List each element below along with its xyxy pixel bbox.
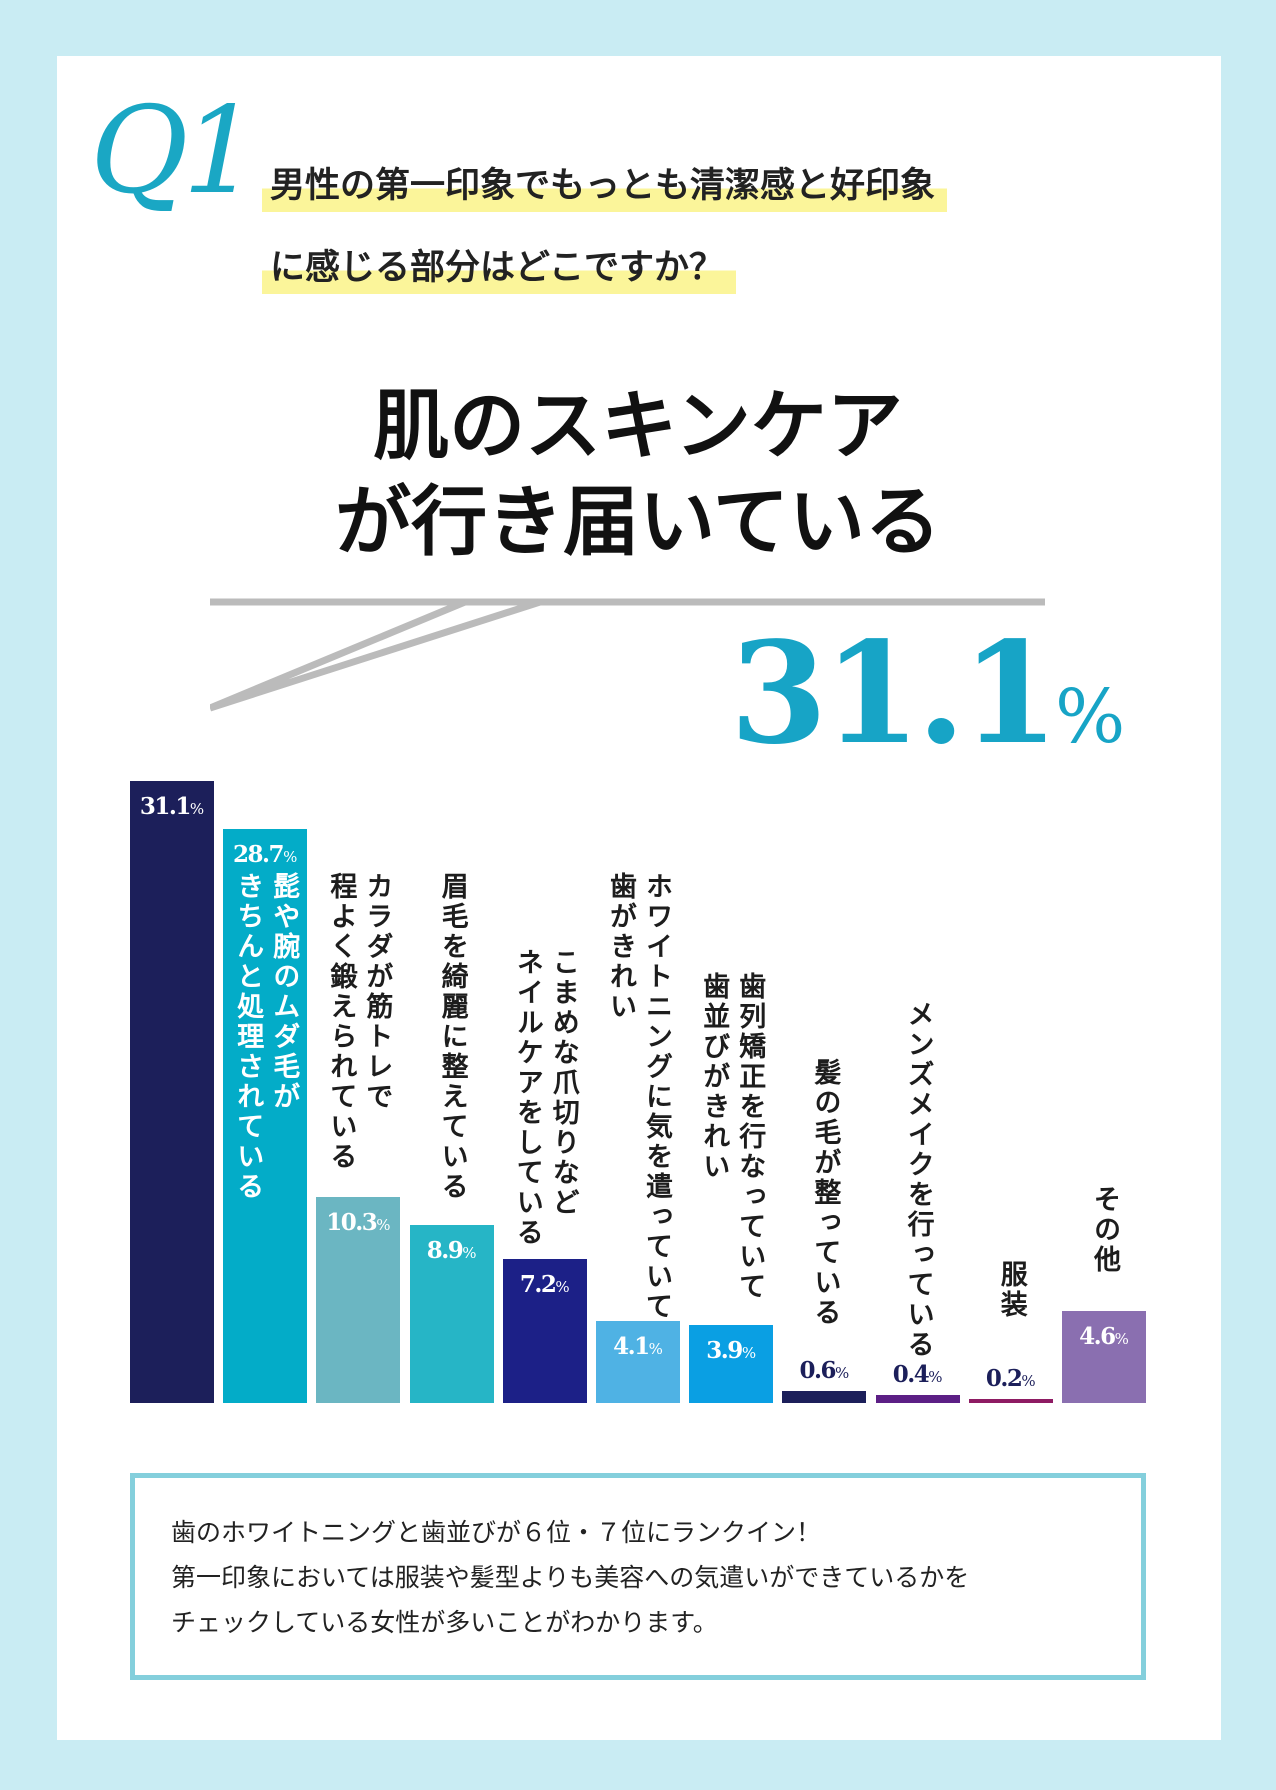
note-line-1: 歯のホワイトニングと歯並びが６位・７位にランクイン！ xyxy=(171,1518,822,1547)
question-mark: Q1 xyxy=(90,82,259,221)
note-line-3: チェックしている女性が多いことがわかります。 xyxy=(171,1608,718,1637)
note-line-2: 第一印象においては服装や髪型よりも美容への気遣いができているかを xyxy=(171,1563,970,1592)
highlight-value: 31.1 xyxy=(730,612,1059,776)
question-line-1: 男性の第一印象でもっとも清潔感と好印象 xyxy=(262,160,948,212)
highlight-percentage: 31.1% xyxy=(730,624,1125,764)
headline-line-2: が行き届いている xyxy=(335,477,941,566)
headline-line-1: 肌のスキンケア xyxy=(373,381,903,470)
summary-note: 歯のホワイトニングと歯並びが６位・７位にランクイン！ 第一印象においては服装や髪… xyxy=(130,1473,1146,1680)
highlight-unit: % xyxy=(1054,674,1126,760)
speech-bubble-lines xyxy=(210,598,1045,712)
question-line-2: に感じる部分はどこですか？ xyxy=(262,242,736,294)
